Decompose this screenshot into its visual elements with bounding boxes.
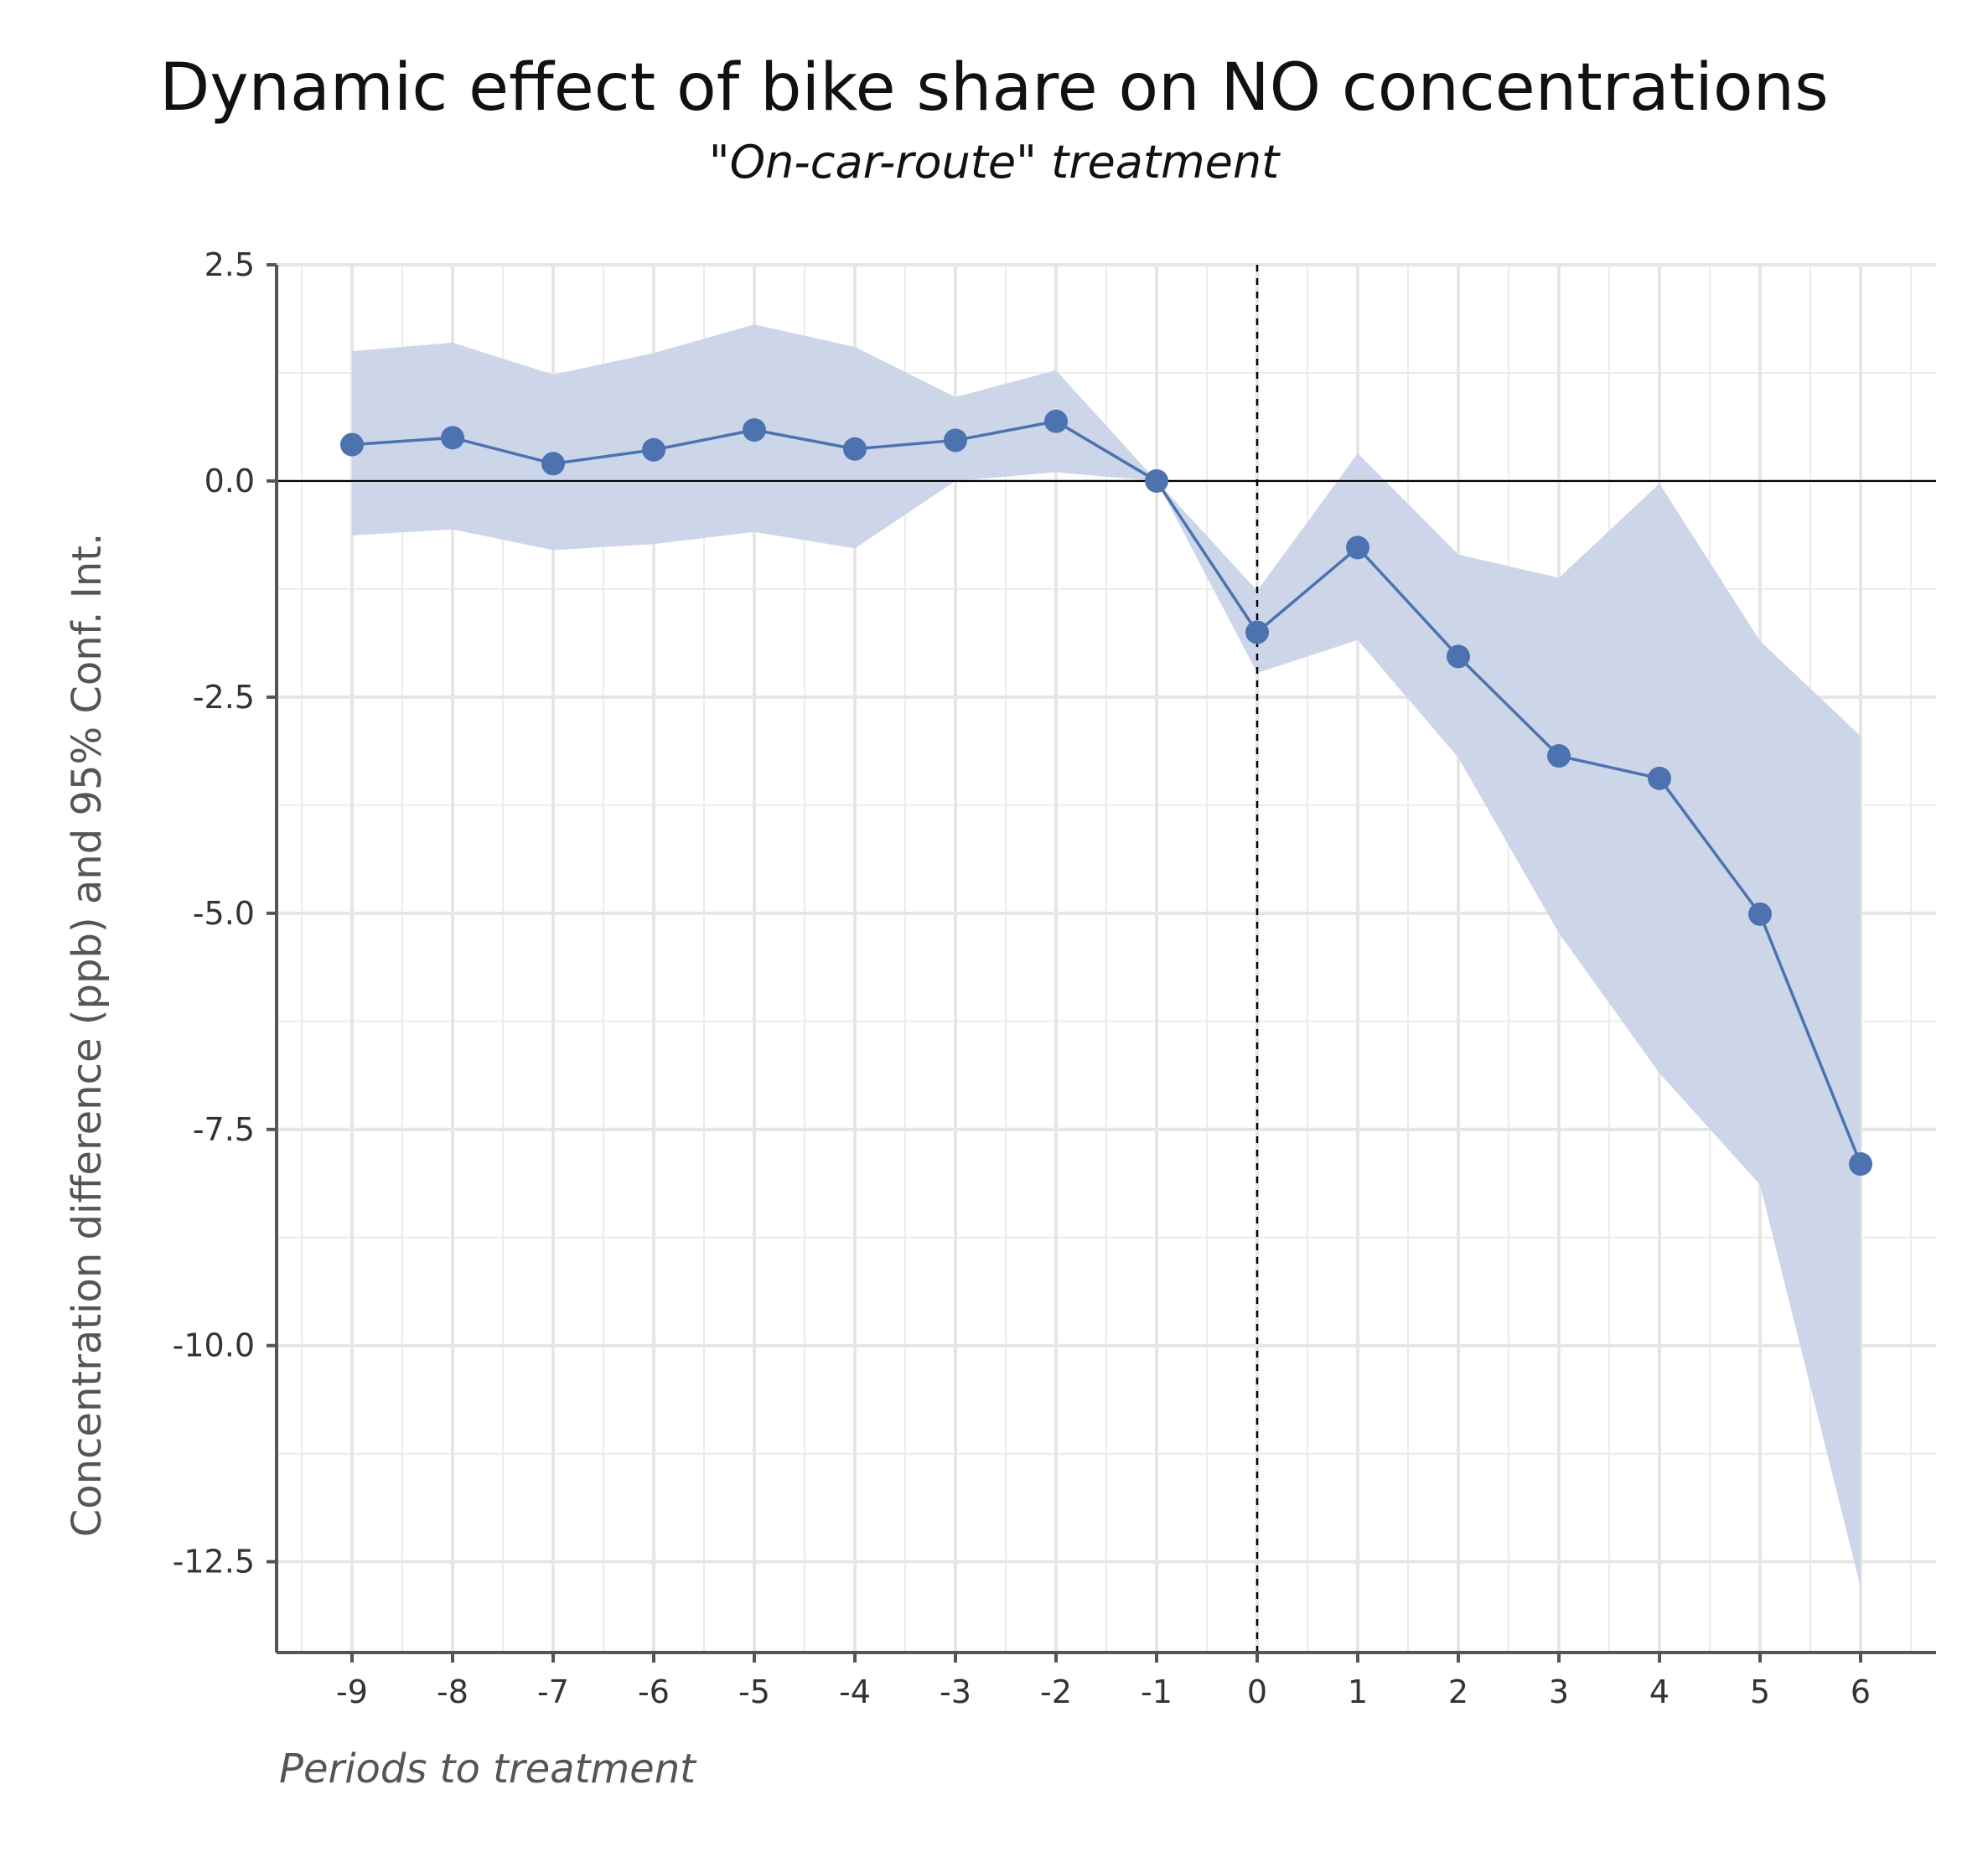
estimate-point: [1044, 409, 1068, 433]
estimate-point: [843, 437, 867, 461]
x-tick-label: -3: [940, 1673, 971, 1710]
x-tick-label: -1: [1141, 1673, 1173, 1710]
reference-lines: [277, 265, 1936, 1653]
estimate-point: [1145, 468, 1168, 493]
estimate-point: [340, 432, 364, 457]
estimate-point: [441, 426, 464, 450]
x-tick-label: 0: [1247, 1673, 1267, 1710]
confidence-band: [352, 324, 1861, 1588]
estimate-line: [351, 419, 1862, 1165]
x-tick-label: -4: [839, 1673, 871, 1710]
estimate-point: [944, 428, 967, 453]
estimate-point: [1447, 644, 1470, 669]
y-axis-title: Concentration difference (ppb) and 95% C…: [64, 533, 111, 1538]
series-layer: [340, 409, 1872, 1177]
estimate-point: [1346, 535, 1369, 560]
x-tick-label: -9: [336, 1673, 368, 1710]
x-tick-label: 2: [1448, 1673, 1468, 1710]
y-tick-label: -10.0: [173, 1327, 255, 1364]
x-tick-label: 1: [1348, 1673, 1368, 1710]
estimate-point: [541, 452, 565, 476]
x-tick-label: -5: [738, 1673, 770, 1710]
y-tick-label: -2.5: [193, 679, 255, 716]
y-tick-label: -7.5: [193, 1111, 255, 1148]
x-tick-label: 6: [1851, 1673, 1871, 1710]
y-tick-label: -12.5: [173, 1544, 255, 1580]
estimate-point: [1547, 744, 1571, 768]
estimate-point: [743, 418, 766, 442]
x-tick-label: -6: [638, 1673, 670, 1710]
estimate-point: [1748, 902, 1772, 926]
estimate-point: [1245, 620, 1269, 644]
y-tick-label: 2.5: [204, 246, 255, 283]
y-tick-label: -5.0: [193, 895, 255, 932]
x-tick-label: 3: [1549, 1673, 1569, 1710]
x-tick-label: -7: [537, 1673, 569, 1710]
estimate-point: [642, 437, 665, 462]
chart-title: Dynamic effect of bike share on NO conce…: [159, 50, 1829, 126]
x-tick-label: 4: [1649, 1673, 1670, 1710]
y-tick-label: 0.0: [204, 463, 255, 499]
axes-layer: 2.5 0.0 -2.5 -5.0 -7.5 -10.0 -12.5 -9 -8 -7 -6 -5 -4…: [173, 246, 1936, 1710]
estimate-point: [1849, 1152, 1872, 1177]
x-axis-title: Periods to treatment: [279, 1746, 697, 1792]
x-tick-label: -2: [1040, 1673, 1072, 1710]
chart-subtitle: "On-car-route" treatment: [708, 136, 1280, 189]
x-tick-label: 5: [1750, 1673, 1770, 1710]
x-tick-label: -8: [437, 1673, 469, 1710]
confidence-band-layer: [352, 324, 1861, 1588]
estimate-point: [1648, 766, 1671, 790]
